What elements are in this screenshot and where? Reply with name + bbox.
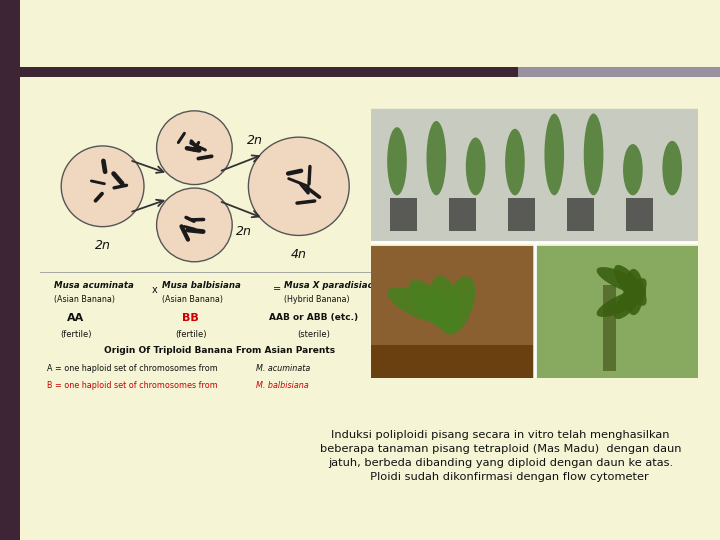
Text: Origin Of Triploid Banana From Asian Parents: Origin Of Triploid Banana From Asian Par… — [104, 346, 336, 355]
Circle shape — [157, 111, 232, 185]
Ellipse shape — [614, 265, 647, 306]
Bar — [626, 198, 652, 231]
Text: x: x — [152, 285, 158, 295]
Bar — [371, 109, 698, 241]
Bar — [518, 67, 720, 77]
Ellipse shape — [614, 278, 647, 319]
Ellipse shape — [624, 269, 643, 315]
Text: M. balbisiana: M. balbisiana — [256, 381, 308, 390]
Text: 4n: 4n — [291, 248, 307, 261]
Bar — [567, 198, 593, 231]
Text: B = one haploid set of chromosomes from: B = one haploid set of chromosomes from — [47, 381, 220, 390]
Text: (fertile): (fertile) — [60, 330, 91, 339]
Ellipse shape — [662, 141, 682, 195]
Text: 2n: 2n — [246, 134, 263, 147]
Text: M. acuminata: M. acuminata — [256, 363, 310, 373]
Bar — [0, 0, 20, 540]
Bar — [20, 67, 720, 77]
Text: BB: BB — [182, 313, 199, 323]
Ellipse shape — [597, 267, 646, 294]
Ellipse shape — [441, 276, 475, 334]
Ellipse shape — [430, 276, 461, 335]
Bar — [536, 246, 698, 378]
Ellipse shape — [426, 121, 446, 195]
Bar — [508, 198, 534, 231]
Text: 2n: 2n — [236, 225, 252, 239]
Text: Musa X paradisiaca: Musa X paradisiaca — [284, 281, 379, 290]
Text: AA: AA — [67, 313, 84, 323]
Bar — [371, 345, 533, 378]
Text: Musa acuminata: Musa acuminata — [54, 281, 134, 290]
Ellipse shape — [597, 290, 646, 317]
Text: AAB or ABB (etc.): AAB or ABB (etc.) — [269, 313, 358, 322]
Ellipse shape — [544, 113, 564, 195]
Text: (sterile): (sterile) — [297, 330, 330, 339]
Text: (Asian Banana): (Asian Banana) — [54, 295, 115, 304]
Bar — [536, 246, 698, 378]
Bar — [371, 246, 533, 378]
Circle shape — [61, 146, 144, 227]
Text: Induksi poliploidi pisang secara in vitro telah menghasilkan
beberapa tanaman pi: Induksi poliploidi pisang secara in vitr… — [320, 430, 681, 482]
Ellipse shape — [387, 127, 407, 195]
Ellipse shape — [466, 138, 485, 195]
Text: (Asian Banana): (Asian Banana) — [162, 295, 223, 304]
Ellipse shape — [505, 129, 525, 195]
Ellipse shape — [584, 113, 603, 195]
Text: (Hybrid Banana): (Hybrid Banana) — [284, 295, 350, 304]
Text: Musa balbisiana: Musa balbisiana — [162, 281, 241, 290]
Ellipse shape — [387, 287, 451, 323]
Bar — [371, 109, 698, 241]
Circle shape — [248, 137, 349, 235]
Text: =: = — [273, 285, 282, 295]
Ellipse shape — [623, 144, 643, 195]
Bar — [390, 198, 417, 231]
Bar — [603, 285, 616, 372]
Text: 2n: 2n — [94, 239, 111, 252]
Circle shape — [157, 188, 232, 262]
Ellipse shape — [408, 280, 456, 330]
Text: (fertile): (fertile) — [175, 330, 207, 339]
Text: A = one haploid set of chromosomes from: A = one haploid set of chromosomes from — [47, 363, 220, 373]
Bar — [371, 246, 533, 378]
Bar — [449, 198, 476, 231]
